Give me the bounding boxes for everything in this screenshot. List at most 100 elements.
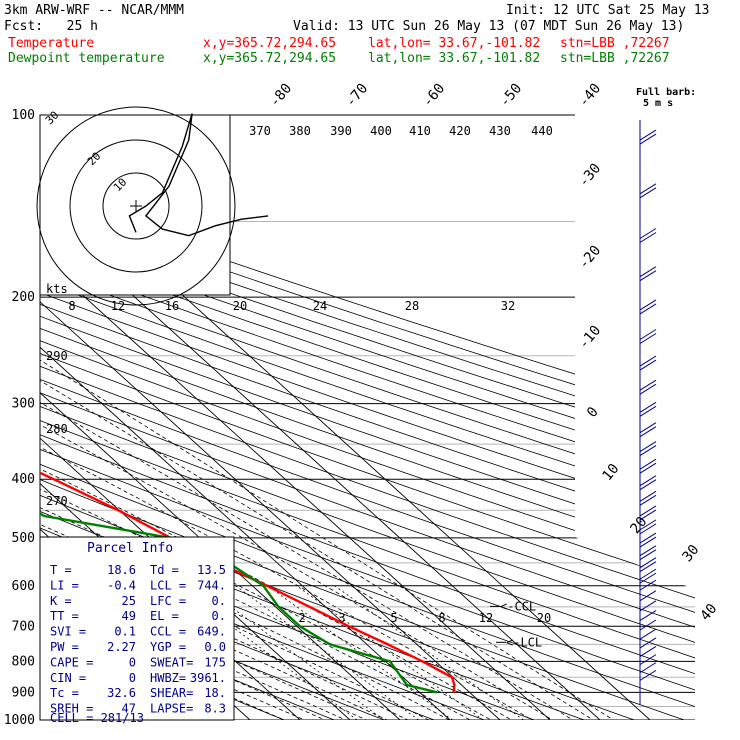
wind-barb bbox=[639, 270, 657, 282]
dry-adiabat bbox=[40, 115, 695, 720]
parcel-key: SVI = bbox=[50, 625, 86, 639]
init-time: Init: 12 UTC Sat 25 May 13 bbox=[506, 3, 710, 18]
parcel-value: 8.3 bbox=[204, 702, 226, 716]
parcel-value: 0 bbox=[129, 655, 136, 669]
parcel-key: LI = bbox=[50, 578, 79, 592]
parcel-key: Td = bbox=[150, 563, 179, 577]
wind-barb bbox=[639, 266, 657, 278]
theta-left-label-290: 290 bbox=[46, 349, 68, 363]
dry-adiabat bbox=[40, 115, 695, 720]
legend-dewpoint-latlon: lat,lon= 33.67,-101.82 bbox=[368, 51, 541, 66]
theta-e-label-420: 420 bbox=[449, 124, 471, 138]
mixing-ratio-line bbox=[235, 585, 419, 720]
parcel-value: 175 bbox=[204, 655, 226, 669]
dry-adiabat bbox=[40, 115, 695, 720]
isotherm-label--50: -50 bbox=[497, 81, 526, 111]
wind-barb bbox=[639, 355, 657, 367]
isotherm bbox=[40, 115, 551, 720]
parcel-value: 744. bbox=[197, 578, 226, 592]
moist-adiabat bbox=[40, 296, 375, 720]
wind-barb bbox=[639, 568, 657, 580]
pressure-label-100: 100 bbox=[12, 108, 35, 123]
wind-barb bbox=[639, 669, 657, 681]
theta-left-label-280: 280 bbox=[46, 422, 68, 436]
wind-barb bbox=[639, 129, 657, 141]
mixing-ratio-label-8: 8 bbox=[438, 611, 445, 625]
isotherm-label--70: -70 bbox=[343, 81, 372, 111]
moist-adiabat bbox=[40, 296, 575, 720]
legend-temperature-xy: x,y=365.72,294.65 bbox=[203, 36, 337, 51]
wind-barb bbox=[639, 619, 657, 631]
moist-adiabat bbox=[40, 296, 515, 720]
legend-temperature-latlon: lat,lon= 33.67,-101.82 bbox=[368, 36, 541, 51]
legend-dewpoint: Dewpoint temperature bbox=[8, 51, 165, 66]
wind-barb bbox=[639, 654, 657, 666]
theta-e-label-370: 370 bbox=[249, 124, 271, 138]
dry-adiabat bbox=[40, 115, 695, 720]
theta-label-32: 32 bbox=[501, 299, 515, 313]
parcel-key: CAPE = bbox=[50, 655, 93, 669]
pressure-label-700: 700 bbox=[12, 619, 35, 634]
dry-adiabat bbox=[40, 115, 695, 720]
parcel-key: LFC = bbox=[150, 594, 186, 608]
parcel-value: 0 bbox=[129, 671, 136, 685]
hodograph-frame bbox=[39, 114, 231, 296]
isotherm-label--60: -60 bbox=[420, 81, 449, 111]
ccl-annotation: <-CCL bbox=[500, 599, 536, 613]
wind-barb bbox=[639, 579, 657, 591]
wind-barb bbox=[639, 549, 657, 561]
isotherm-label-0: 0 bbox=[584, 404, 602, 421]
parcel-key: T = bbox=[50, 563, 72, 577]
wind-barb bbox=[639, 475, 657, 487]
theta-e-label-430: 430 bbox=[489, 124, 511, 138]
isotherm bbox=[40, 115, 451, 720]
valid-time: Valid: 13 UTC Sun 26 May 13 (07 MDT Sun … bbox=[293, 19, 685, 34]
dry-adiabat bbox=[40, 115, 695, 720]
wind-barb bbox=[639, 509, 657, 521]
wind-barb bbox=[639, 519, 657, 531]
parcel-value: 32.6 bbox=[107, 686, 136, 700]
parcel-value: 18.6 bbox=[107, 563, 136, 577]
theta-e-label-410: 410 bbox=[409, 124, 431, 138]
theta-label-28: 28 bbox=[405, 299, 419, 313]
mixing-ratio-line bbox=[296, 585, 484, 720]
dry-adiabat bbox=[40, 115, 695, 720]
mixing-ratio-line bbox=[267, 585, 453, 720]
parcel-key: LAPSE= bbox=[150, 702, 193, 716]
mixing-ratio-label-20: 20 bbox=[537, 611, 551, 625]
parcel-value: 47 bbox=[122, 702, 136, 716]
wind-barb bbox=[639, 479, 657, 491]
wind-legend-title: Full barb: bbox=[636, 87, 696, 98]
parcel-key: HWBZ= bbox=[150, 671, 186, 685]
wind-legend-value: 5 m s bbox=[643, 98, 673, 109]
parcel-info-frame bbox=[39, 536, 235, 721]
dry-adiabat bbox=[40, 115, 695, 720]
parcel-value: 25 bbox=[122, 594, 136, 608]
wind-barb bbox=[639, 303, 657, 315]
wind-barb bbox=[639, 329, 657, 340]
parcel-info-title: Parcel Info bbox=[87, 541, 173, 556]
dewpoint-profile bbox=[40, 115, 438, 694]
wind-barb bbox=[639, 523, 657, 535]
temperature-profile bbox=[40, 115, 456, 693]
dry-adiabat bbox=[40, 115, 695, 720]
wind-barbs bbox=[639, 120, 657, 705]
mixing-ratio-label-5: 5 bbox=[390, 611, 397, 625]
wind-barb bbox=[639, 441, 657, 452]
wind-barb bbox=[639, 600, 657, 612]
dry-adiabat bbox=[40, 115, 695, 720]
hodograph-trace bbox=[128, 113, 269, 237]
hodograph-ring-10 bbox=[102, 172, 170, 240]
lcl-annotation: <-LCL bbox=[506, 635, 542, 649]
moist-adiabat bbox=[40, 296, 555, 720]
parcel-value: 49 bbox=[122, 609, 136, 623]
wind-barb bbox=[639, 426, 657, 438]
dry-adiabat bbox=[40, 115, 695, 720]
dry-adiabat bbox=[40, 115, 695, 720]
dry-adiabat bbox=[40, 115, 418, 720]
dry-adiabat bbox=[40, 115, 367, 720]
mixing-ratio-label-12: 12 bbox=[479, 611, 493, 625]
wind-barb bbox=[639, 383, 657, 395]
